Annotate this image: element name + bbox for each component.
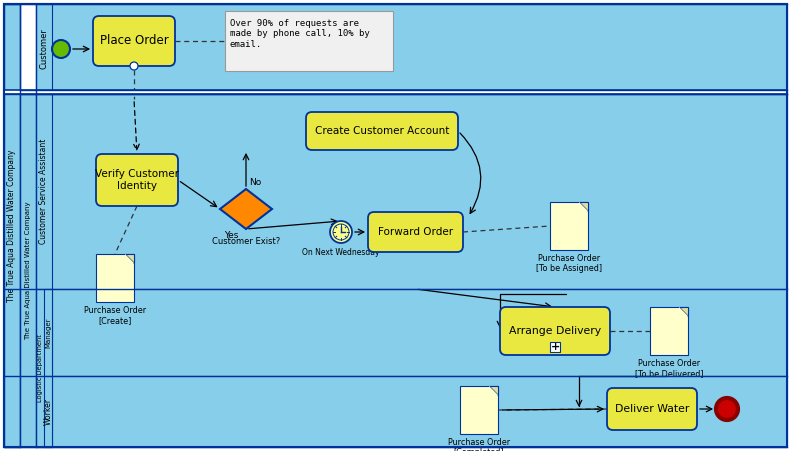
Text: Worker: Worker [44, 398, 52, 425]
Text: Yes: Yes [224, 231, 238, 240]
Polygon shape [579, 202, 588, 211]
Text: The True Aqua Distilled Water Company: The True Aqua Distilled Water Company [25, 201, 31, 340]
Bar [36, 4, 787, 94]
Text: Customer Exist?: Customer Exist? [212, 237, 280, 246]
Text: Customer: Customer [40, 28, 48, 69]
Text: Verify Customer
Identity: Verify Customer Identity [95, 169, 179, 191]
Bar [36, 94, 787, 289]
Bar [225, 11, 393, 71]
Text: No: No [249, 178, 261, 187]
Polygon shape [650, 307, 688, 355]
Text: Manager: Manager [45, 317, 51, 348]
Polygon shape [489, 386, 498, 395]
Text: Place Order: Place Order [100, 34, 168, 47]
Circle shape [720, 402, 734, 416]
Polygon shape [679, 307, 688, 316]
Bar [36, 4, 52, 94]
Circle shape [130, 62, 138, 70]
Polygon shape [489, 386, 498, 395]
Text: On Next Wednesday: On Next Wednesday [302, 248, 380, 257]
Bar [4, 4, 20, 447]
FancyBboxPatch shape [96, 154, 178, 206]
FancyBboxPatch shape [368, 212, 463, 252]
Polygon shape [679, 307, 688, 316]
Text: The True Aqua Distilled Water Company: The True Aqua Distilled Water Company [7, 149, 17, 302]
Bar [36, 289, 787, 376]
FancyBboxPatch shape [500, 307, 610, 355]
Polygon shape [125, 254, 134, 263]
Bar [44, 376, 52, 447]
Text: Purchase Order
[To be Delivered]: Purchase Order [To be Delivered] [634, 359, 703, 378]
Text: Purchase Order
[To be Assigned]: Purchase Order [To be Assigned] [536, 254, 602, 273]
Polygon shape [96, 254, 134, 302]
Bar [36, 376, 787, 447]
Text: Logistic Department: Logistic Department [37, 334, 43, 402]
Bar [44, 289, 52, 376]
Text: +: + [551, 342, 559, 352]
Bar [36, 94, 52, 289]
Polygon shape [550, 202, 588, 250]
Bar [4, 90, 787, 94]
Text: Purchase Order
[Completed]: Purchase Order [Completed] [448, 438, 510, 451]
Text: Over 90% of requests are
made by phone call, 10% by
email.: Over 90% of requests are made by phone c… [230, 19, 369, 49]
Text: Forward Order: Forward Order [378, 227, 453, 237]
Polygon shape [579, 202, 588, 211]
Text: Deliver Water: Deliver Water [615, 404, 689, 414]
Text: Purchase Order
[Create]: Purchase Order [Create] [84, 306, 146, 326]
Polygon shape [460, 386, 498, 434]
Bar [550, 342, 560, 352]
Circle shape [716, 398, 738, 420]
Circle shape [333, 224, 349, 240]
FancyBboxPatch shape [607, 388, 697, 430]
Polygon shape [220, 189, 272, 229]
Text: Create Customer Account: Create Customer Account [315, 126, 449, 136]
FancyBboxPatch shape [93, 16, 175, 66]
Circle shape [52, 40, 70, 58]
Bar [20, 94, 36, 447]
Text: Customer Service Assistant: Customer Service Assistant [40, 139, 48, 244]
Bar [5, 91, 786, 93]
Circle shape [330, 221, 352, 243]
Bar [36, 289, 52, 447]
FancyBboxPatch shape [306, 112, 458, 150]
Polygon shape [125, 254, 134, 263]
Text: Arrange Delivery: Arrange Delivery [509, 326, 601, 336]
